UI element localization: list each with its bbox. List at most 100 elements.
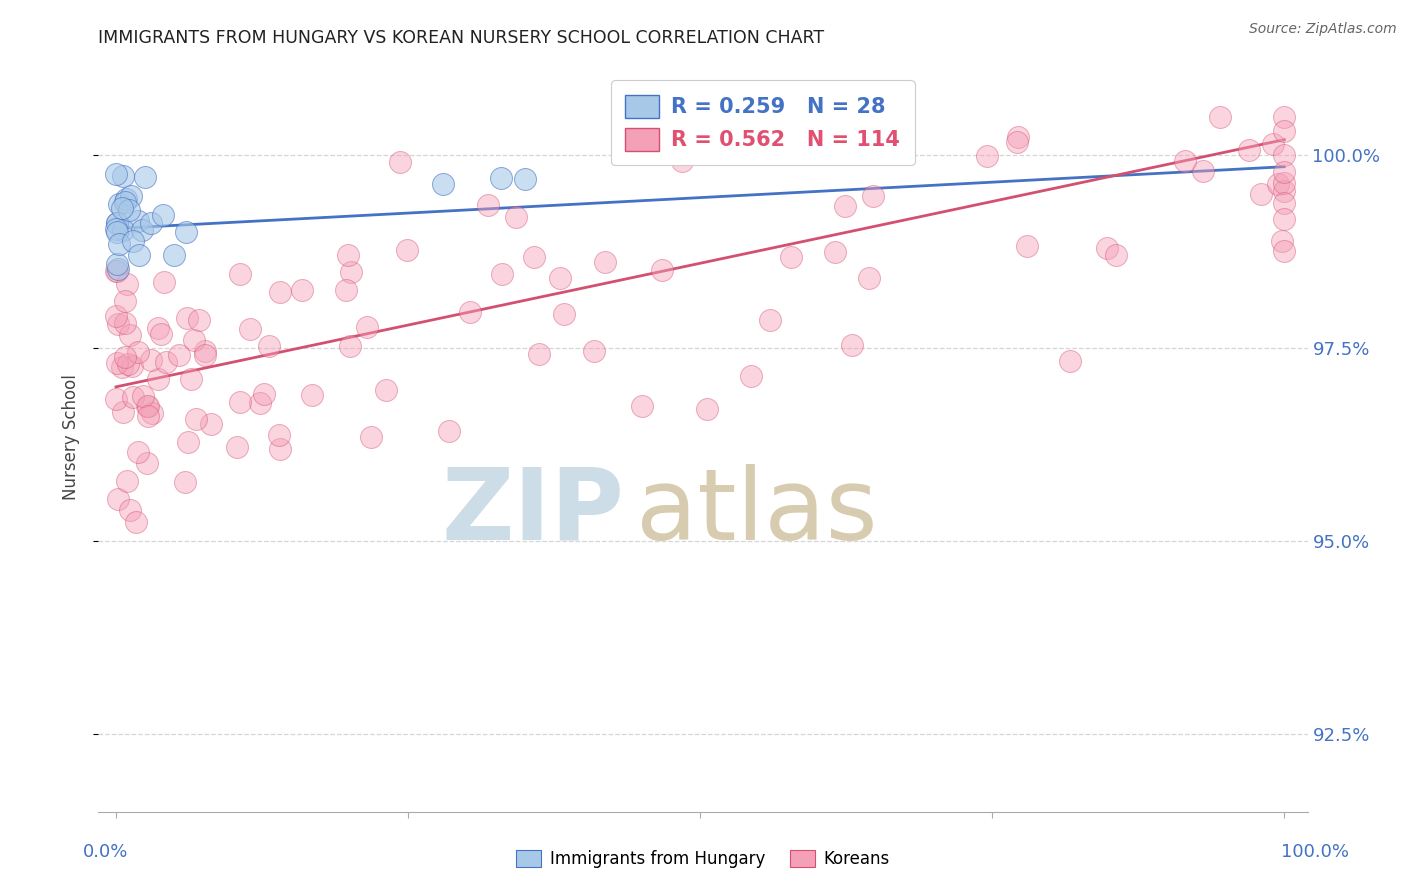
Point	[1272, 177, 1295, 191]
Point	[150, 327, 173, 342]
Point	[136, 456, 159, 470]
Point	[107, 261, 129, 276]
Point	[1015, 239, 1038, 253]
Point	[111, 169, 134, 183]
Point	[858, 270, 880, 285]
Point	[125, 515, 148, 529]
Point	[136, 409, 159, 423]
Point	[339, 264, 361, 278]
Point	[1261, 137, 1284, 152]
Point	[176, 310, 198, 325]
Text: atlas: atlas	[637, 464, 879, 560]
Point	[115, 474, 138, 488]
Point	[1250, 186, 1272, 201]
Point	[1272, 211, 1295, 226]
Point	[127, 444, 149, 458]
Point	[114, 316, 136, 330]
Point	[148, 321, 170, 335]
Point	[491, 267, 513, 281]
Point	[696, 402, 718, 417]
Point	[194, 344, 217, 359]
Point	[188, 313, 211, 327]
Point	[122, 390, 145, 404]
Text: 0.0%: 0.0%	[83, 843, 128, 861]
Point	[229, 268, 252, 282]
Point	[134, 170, 156, 185]
Point	[111, 360, 134, 375]
Legend: R = 0.259   N = 28, R = 0.562   N = 114: R = 0.259 N = 28, R = 0.562 N = 114	[610, 80, 914, 165]
Point	[152, 208, 174, 222]
Point	[1105, 248, 1128, 262]
Point	[267, 428, 290, 442]
Point	[360, 430, 382, 444]
Point	[1272, 244, 1295, 259]
Point	[132, 389, 155, 403]
Point	[136, 399, 159, 413]
Point	[120, 328, 142, 343]
Point	[121, 359, 143, 373]
Point	[301, 388, 323, 402]
Point	[107, 237, 129, 252]
Point	[155, 354, 177, 368]
Point	[174, 225, 197, 239]
Point	[824, 245, 846, 260]
Point	[1272, 110, 1295, 124]
Text: IMMIGRANTS FROM HUNGARY VS KOREAN NURSERY SCHOOL CORRELATION CHART: IMMIGRANTS FROM HUNGARY VS KOREAN NURSER…	[98, 29, 824, 47]
Text: ZIP: ZIP	[441, 464, 624, 560]
Point	[269, 442, 291, 456]
Point	[491, 170, 513, 185]
Point	[523, 250, 546, 264]
Point	[107, 317, 129, 331]
Text: Source: ZipAtlas.com: Source: ZipAtlas.com	[1249, 22, 1396, 37]
Point	[105, 222, 128, 236]
Point	[460, 305, 482, 319]
Point	[1007, 129, 1029, 144]
Point	[135, 399, 157, 413]
Point	[339, 339, 361, 353]
Point	[111, 222, 134, 236]
Point	[105, 356, 128, 370]
Point	[186, 412, 208, 426]
Point	[548, 271, 571, 285]
Point	[527, 346, 550, 360]
Point	[335, 283, 357, 297]
Point	[259, 339, 281, 353]
Point	[841, 338, 863, 352]
Point	[105, 309, 128, 323]
Point	[582, 344, 605, 359]
Point	[107, 492, 129, 507]
Point	[153, 275, 176, 289]
Point	[396, 244, 419, 258]
Point	[776, 110, 799, 124]
Point	[114, 293, 136, 308]
Point	[1272, 196, 1295, 211]
Point	[118, 503, 141, 517]
Point	[253, 386, 276, 401]
Point	[834, 199, 856, 213]
Point	[1209, 110, 1232, 124]
Point	[120, 189, 142, 203]
Point	[146, 372, 169, 386]
Point	[111, 405, 134, 419]
Point	[105, 216, 128, 230]
Point	[139, 216, 162, 230]
Point	[183, 333, 205, 347]
Point	[505, 210, 527, 224]
Point	[177, 435, 200, 450]
Point	[374, 384, 396, 398]
Point	[862, 189, 884, 203]
Text: 100.0%: 100.0%	[1281, 843, 1348, 861]
Point	[671, 153, 693, 168]
Point	[114, 195, 136, 210]
Point	[1005, 135, 1028, 149]
Point	[128, 248, 150, 262]
Point	[108, 196, 131, 211]
Point	[437, 424, 460, 438]
Point	[1192, 163, 1215, 178]
Point	[432, 178, 454, 192]
Point	[194, 349, 217, 363]
Legend: Immigrants from Hungary, Koreans: Immigrants from Hungary, Koreans	[510, 843, 896, 875]
Point	[139, 353, 162, 368]
Point	[269, 285, 291, 299]
Point	[388, 154, 411, 169]
